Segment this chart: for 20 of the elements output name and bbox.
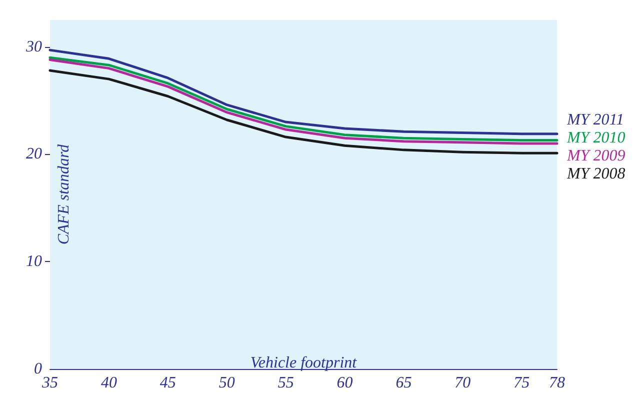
series-label: MY 2011 (566, 111, 624, 128)
x-tick-label: 45 (160, 374, 176, 392)
y-tick-label: 30 (25, 38, 42, 56)
x-tick-label: 75 (514, 374, 530, 392)
y-tick-label: 10 (26, 253, 42, 270)
x-axis-title: Vehicle footprint (250, 354, 358, 372)
x-tick-label: 60 (336, 374, 353, 392)
series-label: MY 2009 (566, 147, 626, 164)
y-axis-title: CAFE standard (56, 143, 72, 245)
x-tick-label: 35 (41, 374, 58, 392)
x-tick-label: 50 (218, 374, 235, 392)
series-label: MY 2010 (566, 129, 626, 146)
x-tick-label: 70 (454, 374, 471, 392)
x-tick-label: 78 (549, 374, 565, 392)
x-tick-label: 65 (396, 374, 412, 392)
series-label: MY 2008 (566, 165, 626, 182)
x-tick-label: 40 (100, 374, 117, 392)
x-tick-label: 55 (278, 374, 294, 392)
y-tick-label: 0 (34, 360, 42, 378)
y-tick-label: 20 (26, 146, 42, 163)
